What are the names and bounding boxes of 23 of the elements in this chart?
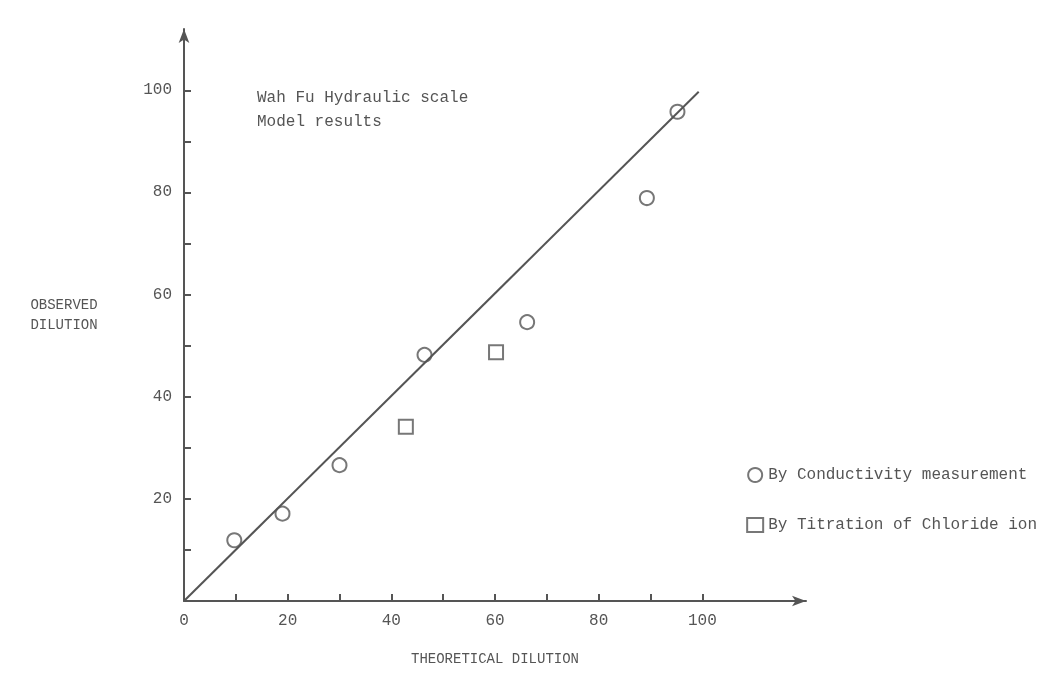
point — [488, 344, 505, 361]
x-tick-label: 0 — [179, 612, 189, 630]
x-tick-label: 80 — [589, 612, 609, 630]
y-tick-label: 80 — [152, 183, 172, 202]
point — [638, 190, 655, 207]
legend-label: By Conductivity measurement — [768, 466, 1028, 484]
y-tick-label: 100 — [143, 81, 172, 100]
point — [274, 505, 291, 522]
y-tick-label: 40 — [152, 387, 172, 406]
legend-label: By Titration of Chloride ion — [768, 516, 1037, 534]
x-tick-label: 40 — [381, 612, 401, 630]
annotation: Wah Fu Hydraulic scale Model results — [257, 89, 469, 131]
point — [519, 314, 536, 331]
y-axis-title: OBSERVED DILUTION — [30, 297, 98, 333]
point — [397, 418, 414, 435]
x-axis-title: THEORETICAL DILUTION — [410, 651, 580, 667]
y-tick-label: 20 — [152, 489, 172, 508]
point — [331, 457, 348, 474]
x-tick-label: 20 — [278, 612, 298, 630]
y-tick-label: 60 — [152, 285, 172, 304]
x-tick-label: 60 — [485, 612, 505, 630]
x-tick-label: 100 — [687, 612, 717, 630]
point — [226, 532, 243, 549]
